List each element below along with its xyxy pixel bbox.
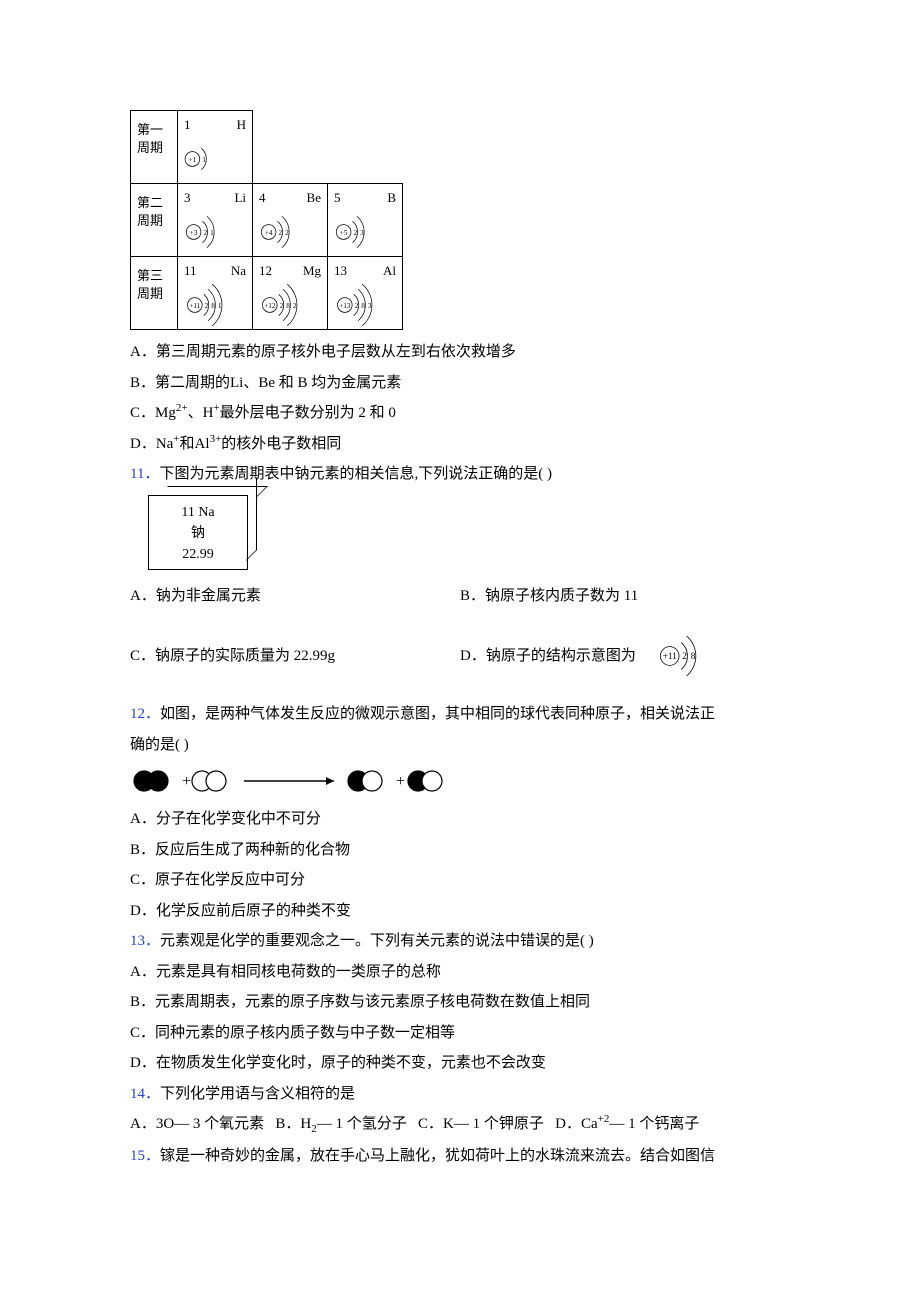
q10-option-d: D．Na+和Al3+的核外电子数相同 <box>130 430 790 459</box>
svg-text:2: 2 <box>278 228 282 237</box>
svg-text:1: 1 <box>218 301 222 310</box>
svg-text:2: 2 <box>682 652 687 662</box>
sodium-element-cell: 11 Na 钠 22.99 <box>148 495 248 570</box>
q10-option-a: A．第三周期元素的原子核外电子层数从左到右依次救增多 <box>130 338 790 367</box>
q11-number: 11． <box>130 466 159 482</box>
element-cell: 3Li+321 <box>178 184 253 257</box>
q12-option-a: A．分子在化学变化中不可分 <box>130 805 790 834</box>
period-row-label: 第三周期 <box>131 257 178 330</box>
svg-text:+4: +4 <box>265 228 273 237</box>
svg-text:+12: +12 <box>264 301 276 310</box>
q13-option-d: D．在物质发生化学变化时，原子的种类不变，元素也不会改变 <box>130 1049 790 1078</box>
svg-text:8: 8 <box>361 301 365 310</box>
q13-option-a: A．元素是具有相同核电荷数的一类原子的总称 <box>130 958 790 987</box>
q12-option-c: C．原子在化学反应中可分 <box>130 866 790 895</box>
svg-text:2: 2 <box>355 301 359 310</box>
q10-option-c: C．Mg2+、H+最外层电子数分别为 2 和 0 <box>130 399 790 428</box>
periodic-table: 第一周期1H+11第二周期3Li+3214Be+4225B+523第三周期11N… <box>130 110 403 330</box>
element-cell: 11Na+11281 <box>178 257 253 330</box>
svg-text:+11: +11 <box>662 652 677 662</box>
svg-text:+: + <box>396 773 405 790</box>
q11-option-c: C．钠原子的实际质量为 22.99g <box>130 642 460 671</box>
svg-text:+: + <box>182 773 191 790</box>
reaction-diagram-icon: ++ <box>130 763 490 799</box>
q15-stem: 15．镓是一种奇妙的金属，放在手心马上融化，犹如荷叶上的水珠流来流去。结合如图信 <box>130 1142 790 1171</box>
period-row-label: 第一周期 <box>131 111 178 184</box>
svg-text:8: 8 <box>691 652 696 662</box>
svg-text:2: 2 <box>285 228 289 237</box>
svg-text:1: 1 <box>210 228 214 237</box>
svg-text:+1: +1 <box>189 155 197 164</box>
q13-number: 13． <box>130 933 160 949</box>
svg-text:2: 2 <box>280 301 284 310</box>
sodium-mass: 22.99 <box>153 544 243 565</box>
q12-number: 12． <box>130 706 160 722</box>
svg-text:+3: +3 <box>190 228 198 237</box>
element-cell: 5B+523 <box>328 184 403 257</box>
sodium-top: 11 Na <box>153 502 243 523</box>
q12-stem-line2: 确的是( ) <box>130 731 790 760</box>
sodium-name: 钠 <box>153 523 243 544</box>
svg-text:+11: +11 <box>189 301 201 310</box>
sodium-atom-diagram-icon: +11 28 <box>640 628 710 684</box>
svg-text:+5: +5 <box>340 228 348 237</box>
q15-number: 15． <box>130 1148 160 1164</box>
svg-text:8: 8 <box>211 301 215 310</box>
svg-text:2: 2 <box>293 301 297 310</box>
svg-text:+13: +13 <box>339 301 351 310</box>
period-row-label: 第二周期 <box>131 184 178 257</box>
element-cell: 13Al+13283 <box>328 257 403 330</box>
q13-stem: 13．元素观是化学的重要观念之一。下列有关元素的说法中错误的是( ) <box>130 927 790 956</box>
q11-option-d: D．钠原子的结构示意图为 +1128 <box>460 628 790 684</box>
element-cell: 12Mg+12282 <box>253 257 328 330</box>
svg-text:2: 2 <box>203 228 207 237</box>
q11-option-a: A．钠为非金属元素 <box>130 582 460 611</box>
q14-options: A．3O— 3 个氧元素 B．H2— 1 个氢分子 C．K— 1 个钾原子 D．… <box>130 1110 790 1140</box>
svg-text:2: 2 <box>353 228 357 237</box>
element-cell: 1H+11 <box>178 111 253 184</box>
q12-option-b: B．反应后生成了两种新的化合物 <box>130 836 790 865</box>
q13-option-c: C．同种元素的原子核内质子数与中子数一定相等 <box>130 1019 790 1048</box>
svg-text:3: 3 <box>368 301 372 310</box>
q13-option-b: B．元素周期表，元素的原子序数与该元素原子核电荷数在数值上相同 <box>130 988 790 1017</box>
svg-text:1: 1 <box>202 155 206 164</box>
q14-stem: 14．下列化学用语与含义相符的是 <box>130 1080 790 1109</box>
element-cell: 4Be+422 <box>253 184 328 257</box>
q10-option-b: B．第二周期的Li、Be 和 B 均为金属元素 <box>130 369 790 398</box>
q11-option-b: B．钠原子核内质子数为 11 <box>460 582 790 611</box>
svg-text:3: 3 <box>360 228 364 237</box>
svg-text:2: 2 <box>205 301 209 310</box>
svg-text:8: 8 <box>286 301 290 310</box>
q11-stem: 11．下图为元素周期表中钠元素的相关信息,下列说法正确的是( ) <box>130 460 790 489</box>
q14-number: 14． <box>130 1086 160 1102</box>
q12-stem-line1: 12．如图，是两种气体发生反应的微观示意图，其中相同的球代表同种原子，相关说法正 <box>130 700 790 729</box>
q12-option-d: D．化学反应前后原子的种类不变 <box>130 897 790 926</box>
